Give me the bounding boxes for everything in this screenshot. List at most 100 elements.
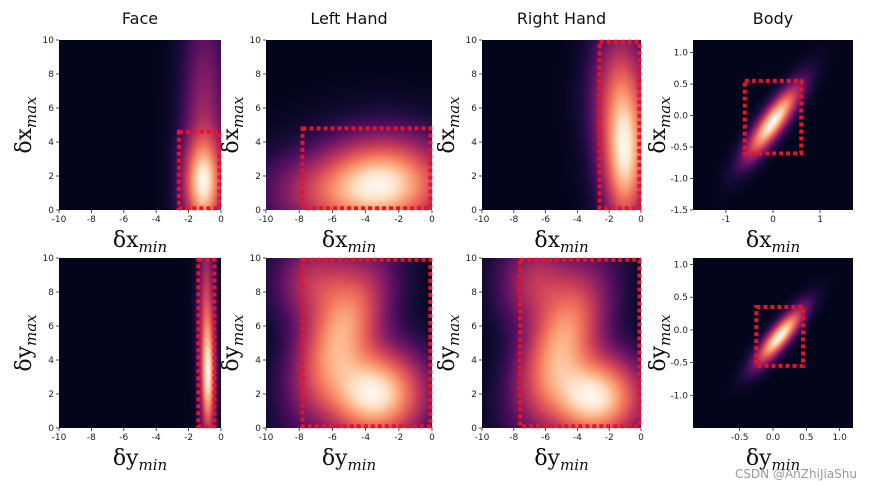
heatmap-panel-2: -10 -8 -6 -4 -2 0 0 2 4 6 8 10 Left Hand δxmin δxmax [219,9,435,256]
y-tick-label: 4 [48,138,54,148]
y-tick-label: -0.5 [670,359,688,369]
y-tick-label: 2 [255,172,261,182]
y-tick-label: 4 [255,356,261,366]
range-box-4 [742,78,804,156]
x-tick-label: 0 [638,433,644,443]
x-tick-label: 0 [638,215,644,225]
heatmap-image-7 [482,258,641,428]
y-axis-label: δymax [12,314,40,372]
heatmap-image-2 [266,40,432,210]
x-tick-label: -6 [328,215,337,225]
x-tick-label: -2 [394,433,403,443]
x-tick-label: -2 [605,215,614,225]
x-tick-label: -8 [87,433,96,443]
y-tick-label: 10 [43,254,55,264]
y-tick-label: -1.0 [670,175,688,185]
y-tick-label: 4 [255,138,261,148]
heatmap-panel-1: -10 -8 -6 -4 -2 0 0 2 4 6 8 10 Face δxmin δxmax [12,9,224,256]
y-tick-label: 0.0 [674,112,689,122]
y-tick-label: 1.0 [674,261,689,271]
heatmap-panel-3: -10 -8 -6 -4 -2 0 0 2 4 6 8 10 Right Hand δxmin δxmax [435,9,644,256]
x-tick-label: 0 [218,215,224,225]
x-tick-label: 0 [770,215,776,225]
x-tick-label: -10 [52,433,67,443]
range-box-3 [597,39,642,211]
y-tick-label: 6 [255,104,261,114]
y-tick-label: -0.5 [670,143,688,153]
x-tick-label: 0 [429,433,435,443]
x-tick-label: -8 [509,433,518,443]
y-axis-label: δxmax [646,96,674,154]
x-tick-label: 0 [429,215,435,225]
y-tick-label: 4 [471,138,477,148]
heatmap-image-4 [693,40,853,210]
x-tick-label: -8 [295,433,304,443]
y-tick-label: 0.5 [674,80,688,90]
x-tick-label: -2 [394,215,403,225]
y-tick-label: 8 [48,288,54,298]
y-tick-label: 10 [466,254,478,264]
x-axis-label: δymin [746,446,800,474]
x-tick-label: -1 [721,215,730,225]
y-tick-label: 10 [466,36,478,46]
range-box-6 [300,257,433,429]
y-axis-label: δxmax [435,96,463,154]
x-tick-label: -6 [119,215,128,225]
x-tick-label: -6 [541,215,550,225]
x-tick-label: -4 [152,433,161,443]
x-tick-label: -8 [295,215,304,225]
y-tick-label: 4 [471,356,477,366]
x-tick-label: -6 [119,433,128,443]
x-axis-label: δymin [113,446,167,474]
y-tick-label: 0 [471,424,477,434]
y-tick-label: 8 [471,70,477,80]
x-axis-label: δymin [322,446,376,474]
y-tick-label: 2 [48,390,54,400]
heatmap-image-1 [59,40,221,210]
y-tick-label: 10 [43,36,55,46]
x-axis-label: δxmin [746,228,800,256]
heatmap-image-3 [482,40,641,210]
y-tick-label: 6 [471,322,477,332]
y-tick-label: 0 [255,424,261,434]
x-tick-label: -2 [605,433,614,443]
y-tick-label: 8 [48,70,54,80]
x-tick-label: -10 [52,215,67,225]
range-box-8 [754,305,805,368]
y-axis-label: δymax [646,314,674,372]
y-tick-label: 10 [250,36,262,46]
y-tick-label: 8 [255,70,261,80]
range-box-2 [300,126,433,211]
x-tick-label: -0.5 [731,433,749,443]
y-tick-label: 8 [471,288,477,298]
y-tick-label: 2 [255,390,261,400]
heatmap-image-6 [266,258,432,428]
heatmap-panel-6: -10 -8 -6 -4 -2 0 0 2 4 6 8 10 δymin δymax [219,254,435,474]
heatmap-panel-8: -0.5 0.0 0.5 1.0 -1.0 -0.5 0.0 0.5 1.0 δymin δymax [646,258,853,474]
range-box-1 [176,129,222,211]
x-tick-label: -10 [259,433,274,443]
heatmap-panel-7: -10 -8 -6 -4 -2 0 0 2 4 6 8 10 δymin δymax [435,254,644,474]
panel-title: Face [122,9,158,28]
heatmap-panel-5: -10 -8 -6 -4 -2 0 0 2 4 6 8 10 δymin δymax [12,254,224,474]
x-tick-label: -10 [259,215,274,225]
x-tick-label: -4 [573,215,582,225]
y-tick-label: 6 [48,322,54,332]
y-tick-label: 6 [48,104,54,114]
panel-title: Left Hand [310,9,387,28]
heatmap-image-5 [59,258,221,428]
panel-title: Right Hand [517,9,606,28]
x-axis-label: δxmin [322,228,376,256]
y-tick-label: 6 [255,322,261,332]
y-tick-label: 2 [471,390,477,400]
y-tick-label: 0 [471,206,477,216]
y-axis-label: δymax [435,314,463,372]
x-tick-label: -4 [361,215,370,225]
heatmap-image-8 [693,258,853,428]
y-tick-label: 0.0 [674,326,689,336]
x-tick-label: 0.5 [799,433,813,443]
y-axis-label: δxmax [12,96,40,154]
x-axis-label: δxmin [534,228,588,256]
x-tick-label: 0.0 [766,433,781,443]
